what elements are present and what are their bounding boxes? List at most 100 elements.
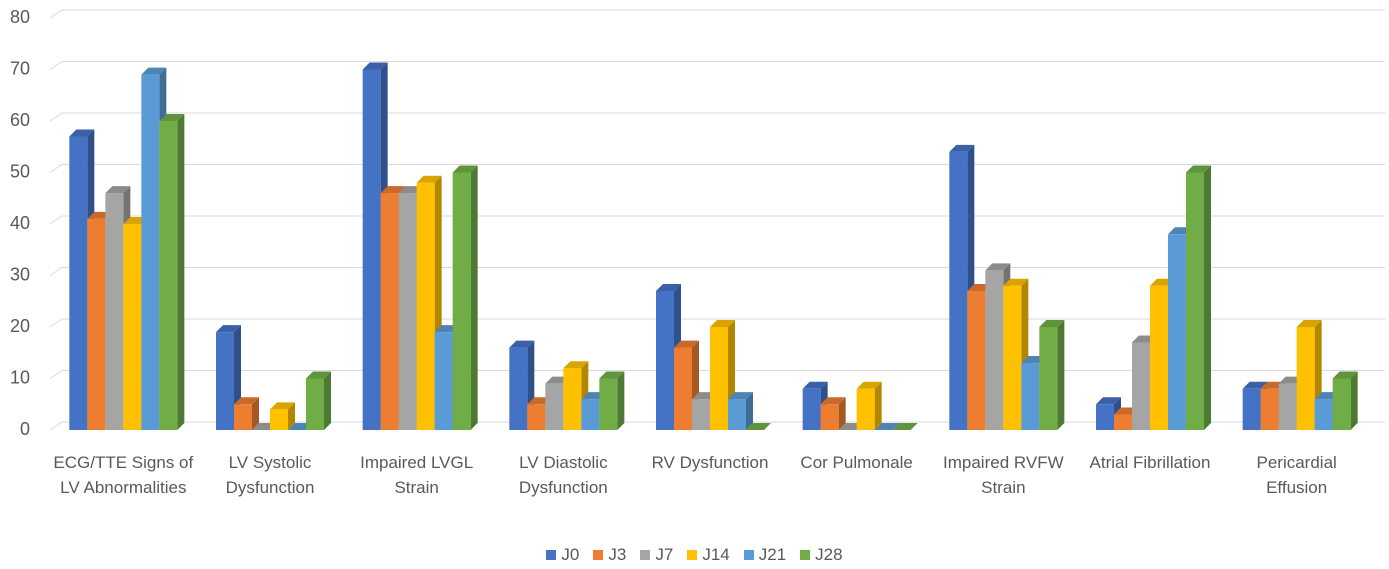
bar-front	[599, 378, 618, 430]
bar-top	[216, 325, 241, 333]
bar-front	[1242, 388, 1261, 430]
x-tick-label: ECG/TTE Signs of LV Abnormalities	[53, 453, 194, 497]
bar-top	[141, 67, 167, 75]
bar-front	[674, 347, 692, 430]
grid-line	[49, 421, 1385, 431]
bar-front	[1096, 404, 1114, 430]
bar-top	[270, 402, 295, 410]
bar-top	[380, 186, 406, 194]
grid-line	[49, 267, 1385, 276]
bar-front	[820, 404, 839, 430]
x-tick-label: RV Dysfunction	[651, 453, 769, 472]
x-tick-label: Impaired RVFW Strain	[943, 453, 1064, 497]
bar-top	[416, 175, 442, 183]
bar-front	[398, 193, 417, 430]
bar-side	[874, 381, 882, 430]
bar-top	[802, 381, 828, 389]
bar-top	[362, 62, 388, 70]
legend: J0 J3 J7 J14 J21 J28	[0, 545, 1389, 565]
y-tick-label: 0	[20, 419, 30, 439]
bar-top	[874, 423, 900, 430]
bar-top	[234, 397, 259, 405]
bar	[1186, 165, 1211, 430]
bar-front	[563, 368, 582, 430]
bar-top	[509, 340, 535, 348]
bar-front	[1260, 388, 1279, 430]
bar-side	[177, 114, 185, 430]
y-tick-label: 40	[10, 213, 30, 233]
x-tick-label: LV Diastolic Dysfunction	[518, 453, 608, 497]
bar-front	[1132, 342, 1150, 430]
bar-front	[1278, 383, 1297, 430]
legend-item: J14	[687, 545, 730, 565]
bar-top	[1003, 278, 1029, 286]
bar-side	[288, 402, 295, 430]
bar-side	[1350, 371, 1358, 430]
bar-side	[470, 165, 478, 430]
bar	[746, 423, 771, 430]
legend-item: J21	[743, 545, 786, 565]
bar-front	[159, 121, 178, 430]
bar	[1039, 320, 1065, 430]
bar	[1332, 371, 1358, 430]
bar-front	[527, 404, 546, 430]
bar	[892, 423, 918, 430]
bar-top	[1242, 381, 1268, 389]
bar	[306, 371, 331, 430]
bar-front	[1168, 234, 1186, 430]
bar	[728, 392, 753, 430]
legend-item: J28	[800, 545, 843, 565]
bar	[599, 371, 625, 430]
bar-front	[581, 399, 600, 430]
legend-label: J28	[815, 545, 843, 564]
bar-top	[306, 371, 331, 379]
bar-top	[452, 165, 478, 173]
bar-top	[728, 392, 753, 400]
legend-label: J0	[561, 545, 580, 564]
bar-front	[69, 136, 88, 430]
legend-swatch	[687, 550, 698, 560]
bar	[820, 397, 846, 430]
x-tick-label: Pericardial Effusion	[1256, 453, 1337, 497]
bar-front	[1114, 414, 1132, 430]
y-tick-label: 30	[10, 264, 30, 284]
bar-top	[159, 114, 185, 121]
bar-front	[728, 399, 746, 430]
bar-front	[710, 327, 728, 430]
legend-swatch	[640, 550, 651, 560]
bar-top	[949, 144, 975, 152]
bar-front	[434, 332, 453, 430]
legend-label: J14	[702, 545, 730, 564]
grid-line	[49, 164, 1385, 173]
grid-line	[49, 370, 1385, 379]
bar-front	[416, 182, 435, 430]
bar-top	[892, 423, 918, 430]
bar-front	[87, 218, 106, 430]
bar	[856, 381, 882, 430]
bar-front	[692, 399, 710, 430]
y-tick-label: 60	[10, 110, 30, 130]
bar-top	[710, 320, 735, 327]
y-tick-label: 80	[10, 7, 30, 27]
bar-front	[1186, 172, 1204, 430]
bar-front	[141, 74, 160, 431]
bar-front	[967, 290, 986, 430]
bar-front	[1003, 285, 1022, 430]
bar-front	[1314, 399, 1333, 430]
bar-top	[820, 397, 846, 405]
grid-line	[49, 61, 1385, 70]
bar-top	[1039, 320, 1065, 327]
bar-top	[674, 340, 699, 348]
x-tick-label: LV Systolic Dysfunction	[225, 453, 315, 497]
bar-top	[69, 129, 95, 137]
bar-front	[105, 193, 124, 430]
y-tick-label: 50	[10, 161, 30, 181]
bar-front	[802, 388, 821, 430]
bar-side	[1204, 165, 1211, 430]
grid-line	[49, 112, 1385, 122]
bar-side	[617, 371, 625, 430]
legend-label: J3	[608, 545, 627, 564]
x-tick-label: Atrial Fibrillation	[1089, 453, 1211, 472]
